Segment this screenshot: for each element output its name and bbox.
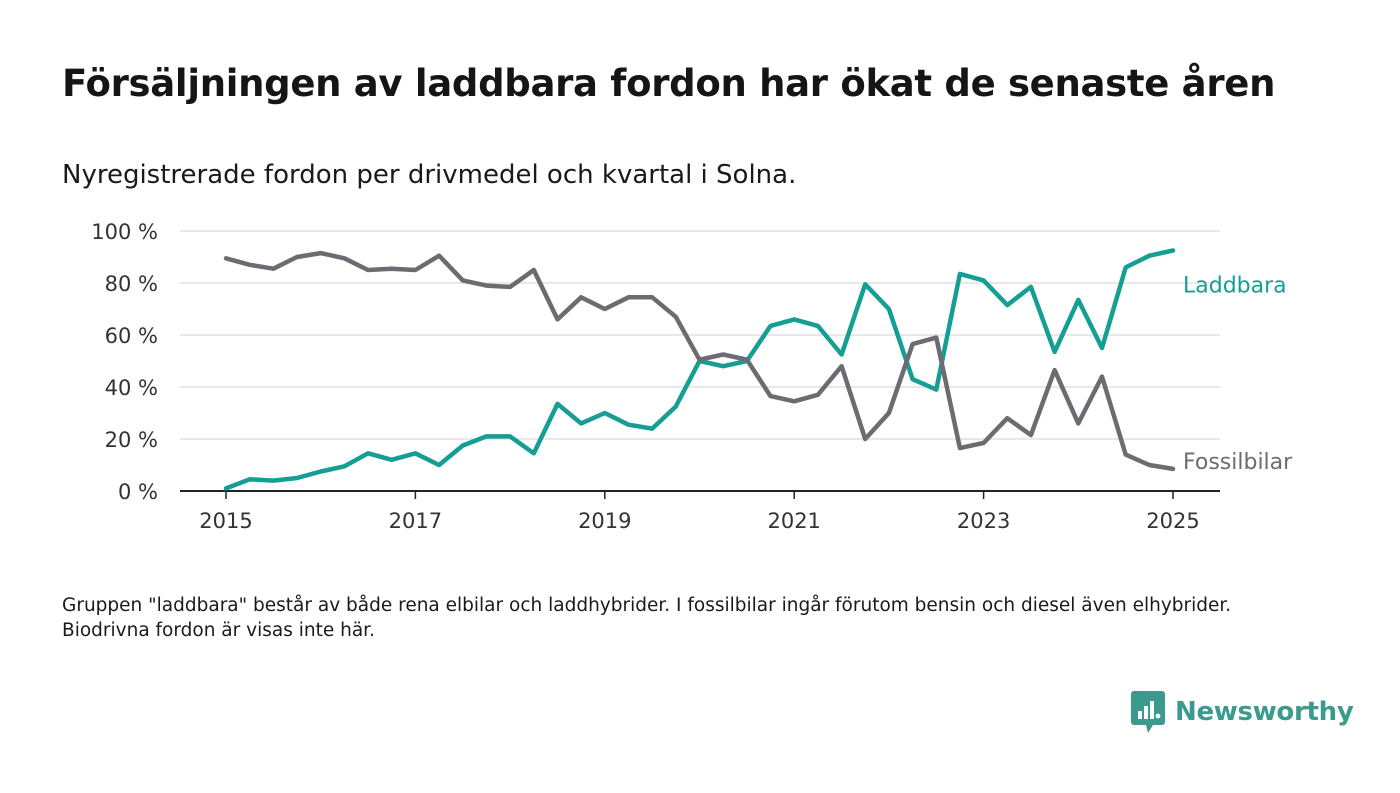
brand-name: Newsworthy [1175,697,1354,727]
x-tick-label: 2017 [389,509,442,533]
chart-subtitle: Nyregistrerade fordon per drivmedel och … [62,160,797,190]
y-axis: 0 % 20 % 40 % 60 % 80 % 100 % [91,220,158,504]
newsworthy-logo[interactable]: Newsworthy [1131,690,1354,734]
series-line-laddbara [223,248,1176,491]
series-lines [223,248,1176,491]
y-tick-label: 80 % [105,272,158,296]
y-tick-label: 100 % [91,220,158,244]
chart-title: Försäljningen av laddbara fordon har öka… [62,62,1276,105]
y-tick-label: 0 % [118,480,158,504]
y-tick-label: 40 % [105,376,158,400]
series-label-fossilbilar: Fossilbilar [1183,450,1293,475]
x-axis: 2015 2017 2019 2021 2023 2025 [180,490,1220,533]
y-tick-label: 20 % [105,428,158,452]
series-labels: Laddbara Fossilbilar [1183,273,1293,475]
x-tick-label: 2021 [767,509,820,533]
x-tick-label: 2025 [1146,509,1199,533]
x-tick-label: 2019 [578,509,631,533]
line-chart: 0 % 20 % 40 % 60 % 80 % 100 % 2015 2017 2019 202… [91,220,1293,533]
bar-chart-speech-bubble-icon [1131,691,1165,733]
x-tick-label: 2023 [957,509,1010,533]
series-label-laddbara: Laddbara [1183,273,1287,298]
x-tick-label: 2015 [199,509,252,533]
y-tick-label: 60 % [105,324,158,348]
footnote: Gruppen "laddbara" består av både rena e… [62,595,1232,641]
series-line-fossilbilar [223,250,1176,472]
